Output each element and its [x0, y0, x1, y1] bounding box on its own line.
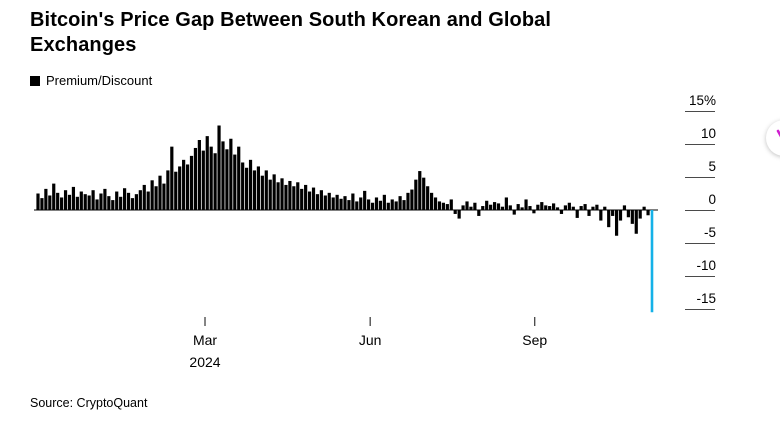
y-tick-label: 0 [708, 192, 716, 207]
lightning-icon [776, 129, 780, 138]
y-tick-label: 15% [688, 93, 716, 108]
y-tick-dash [685, 177, 715, 178]
y-tick-dash [685, 210, 715, 211]
y-tick-dash [685, 276, 715, 277]
y-tick-label: -10 [696, 258, 716, 273]
y-tick-label: -15 [696, 291, 716, 306]
source-credit: Source: CryptoQuant [30, 396, 148, 410]
x-tick-label: Jun [358, 332, 382, 348]
floating-action-button[interactable] [766, 120, 780, 156]
y-tick-label: 5 [708, 159, 716, 174]
y-tick-dash [685, 243, 715, 244]
y-tick-dash [685, 144, 715, 145]
x-tick-label: Mar [192, 332, 218, 348]
x-year-label: 2024 [189, 354, 221, 370]
y-tick-label: -5 [703, 225, 716, 240]
chart-title: Bitcoin's Price Gap Between South Korean… [30, 9, 552, 56]
x-tick-label: Sep [522, 332, 548, 348]
legend: Premium/Discount [30, 73, 152, 88]
legend-swatch-icon [30, 75, 40, 86]
y-tick-label: 10 [700, 126, 716, 141]
y-tick-dash [685, 309, 715, 310]
y-tick-dash [685, 111, 715, 112]
legend-label: Premium/Discount [46, 73, 153, 88]
